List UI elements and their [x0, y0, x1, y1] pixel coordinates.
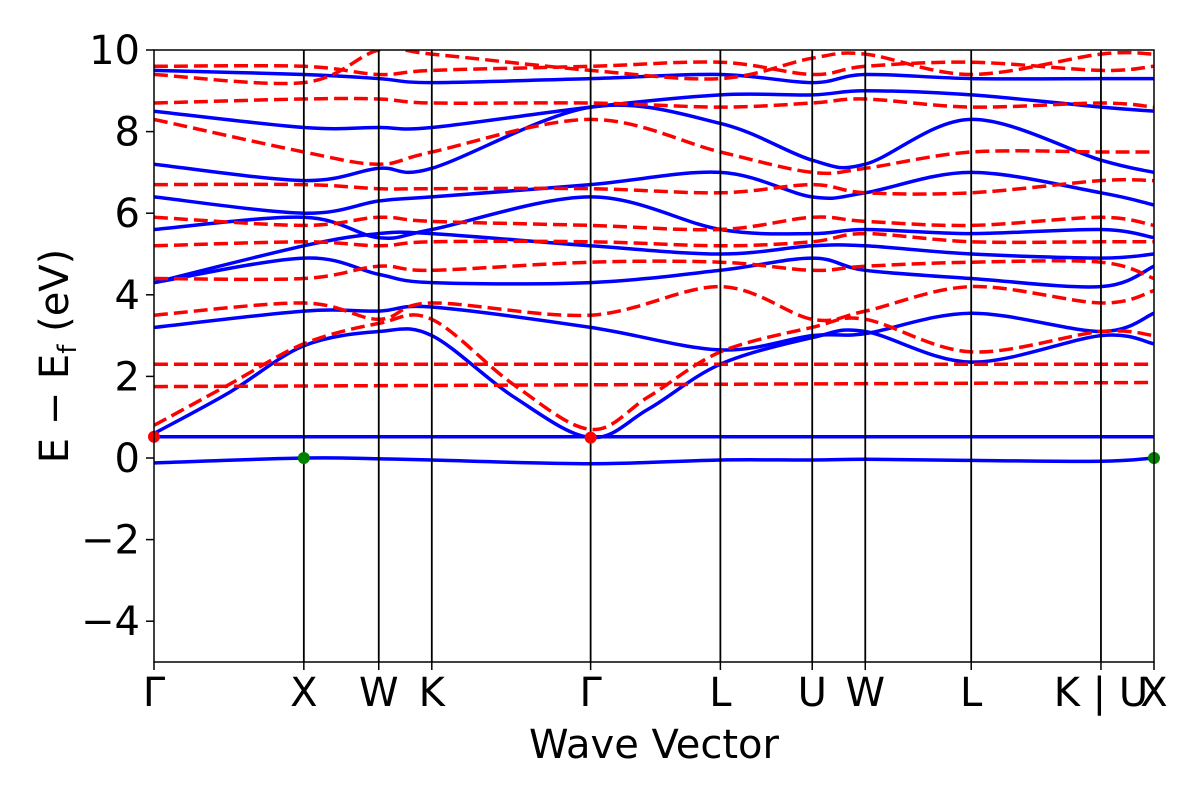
spin-down-band-22 [154, 50, 1154, 86]
plot-frame [153, 49, 1155, 663]
spin-down-band-20 [154, 96, 1154, 109]
spin-up-band-2 [154, 327, 1154, 440]
spin-down-band-19 [154, 117, 1154, 176]
spin-up-band-8 [154, 103, 1154, 183]
spin-up-band-9 [154, 89, 1154, 131]
x-tick-label-2: W [359, 670, 399, 716]
spin-up-band-0 [154, 456, 1154, 466]
spin-up-band-7 [154, 170, 1154, 215]
spin-down-band-21 [154, 60, 1154, 77]
spin-down-band-11 [154, 313, 1154, 432]
x-axis-label: Wave Vector [529, 722, 780, 768]
cbm-marker-1 [584, 431, 597, 444]
x-tick-label-0: Γ [143, 670, 166, 716]
x-tick-label-1: X [290, 670, 317, 716]
spin-down-band-12 [154, 380, 1154, 389]
vbm-marker-2 [297, 452, 310, 464]
kpoint-lines [302, 50, 1102, 662]
y-tick-label-0: −4 [81, 599, 140, 645]
y-axis-label: E − Ef (eV) [32, 249, 83, 464]
x-tick-label-5: L [709, 670, 732, 716]
x-tick-label-7: W [845, 670, 885, 716]
spin-down-band-14 [154, 284, 1154, 323]
y-tick-label-5: 6 [115, 191, 140, 237]
spin-down-band-15 [154, 259, 1154, 282]
x-tick-label-6: U [798, 670, 827, 716]
spin-down-band-17 [154, 215, 1154, 232]
y-tick-label-3: 2 [115, 354, 140, 400]
spin-up-band-3 [154, 304, 1154, 352]
y-tick-label-7: 10 [89, 28, 140, 74]
y-tick-label-1: −2 [81, 518, 140, 564]
y-tick-label-4: 4 [115, 273, 140, 319]
x-tick-label-9: K | U [1054, 670, 1148, 716]
x-tick-label-3: K [419, 670, 447, 716]
x-tick-label-8: L [960, 670, 983, 716]
y-tick-label-2: 0 [115, 436, 140, 482]
y-tick-label-6: 8 [115, 110, 140, 156]
spin-up-band-5 [154, 230, 1154, 285]
band-edge-markers [148, 430, 1160, 464]
band-series [154, 50, 1154, 466]
x-tick-label-4: Γ [579, 670, 602, 716]
spin-up-band-10 [154, 68, 1154, 85]
spin-up-band-4 [154, 256, 1154, 289]
spin-up-band-6 [154, 195, 1154, 240]
spin-down-band-18 [154, 177, 1154, 196]
y-axis-label-unit: (eV) [32, 249, 78, 345]
y-ticks: −4 −2 0 2 4 6 8 10 [81, 28, 154, 645]
y-axis-label-main: E − E [32, 354, 78, 464]
y-axis-label-subscript: f [53, 344, 83, 354]
x-tick-label-10: X [1140, 670, 1167, 716]
spin-down-band-16 [154, 231, 1154, 248]
